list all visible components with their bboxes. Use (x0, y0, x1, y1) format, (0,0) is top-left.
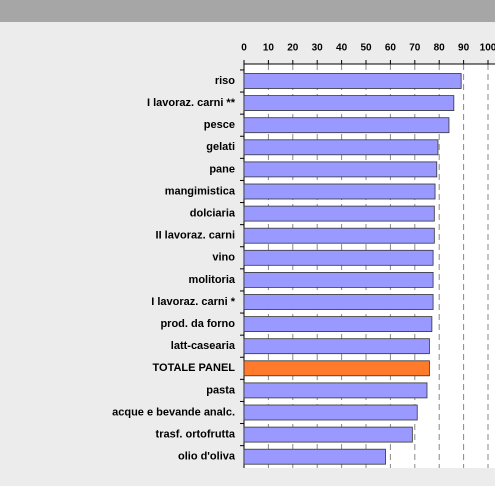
x-tick-label: 30 (312, 43, 324, 54)
x-tick-label: 10 (263, 43, 275, 54)
bar (243, 205, 435, 222)
x-tick-label: 40 (336, 43, 348, 54)
bar (243, 73, 462, 89)
y-tick-label: olio d'oliva (178, 451, 236, 463)
y-tick-label: pasta (206, 384, 236, 396)
x-tick-label: 50 (360, 43, 372, 54)
bar (243, 316, 433, 333)
x-tick-label: 20 (287, 43, 299, 54)
bar (243, 426, 413, 443)
y-tick-label: mangimistica (165, 185, 236, 197)
x-tick-label: 90 (458, 43, 470, 54)
bar (243, 161, 438, 178)
bar (243, 95, 455, 111)
bar (243, 382, 428, 399)
bar (243, 271, 434, 288)
y-tick-label: II lavoraz. carni (156, 230, 235, 242)
bar (243, 227, 435, 244)
y-tick-label: gelati (206, 141, 235, 153)
y-tick-label: dolciaria (190, 208, 236, 220)
y-tick-label: prod. da forno (160, 318, 235, 330)
y-tick-label: trasf. ortofrutta (156, 429, 236, 441)
bar (243, 448, 386, 465)
y-tick-label: molitoria (189, 274, 236, 286)
bar (243, 139, 439, 156)
y-tick-label: riso (215, 75, 235, 87)
y-tick-label: pane (209, 163, 235, 175)
y-tick-label: I lavoraz. carni ** (147, 97, 236, 109)
bar (243, 183, 436, 200)
x-tick-label: 100 (480, 43, 495, 54)
y-tick-label: vino (212, 252, 235, 264)
y-tick-label: pesce (204, 119, 235, 131)
bar (243, 360, 430, 377)
x-tick-label: 80 (434, 43, 446, 54)
header-band (0, 0, 495, 22)
y-tick-label: latt-casearia (171, 340, 236, 352)
x-tick-label: 70 (409, 43, 421, 54)
y-tick-label: I lavoraz. carni * (151, 296, 235, 308)
bar (243, 294, 434, 310)
bar (243, 249, 434, 266)
x-tick-label: 0 (241, 43, 247, 54)
bar (243, 117, 450, 134)
bar (243, 404, 418, 421)
y-tick-label: acque e bevande analc. (112, 406, 235, 418)
bar (243, 338, 430, 355)
x-tick-label: 60 (385, 43, 397, 54)
y-tick-label: TOTALE PANEL (153, 362, 236, 374)
